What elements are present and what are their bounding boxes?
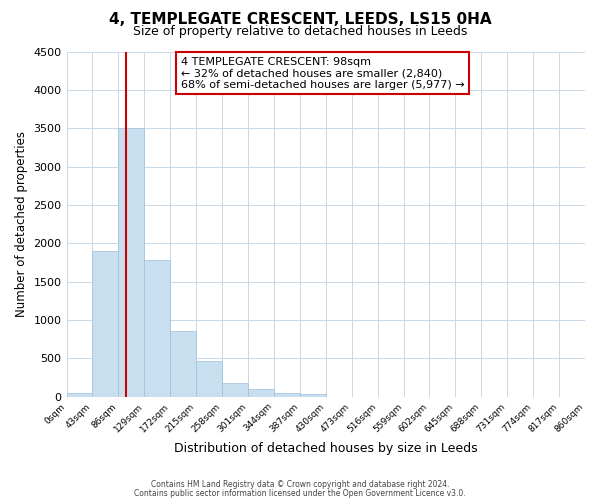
Bar: [145, 260, 170, 396]
Bar: [170, 330, 196, 396]
X-axis label: Distribution of detached houses by size in Leeds: Distribution of detached houses by size …: [174, 442, 478, 455]
Bar: [196, 362, 222, 396]
Bar: [118, 128, 145, 396]
Bar: [274, 392, 300, 396]
Bar: [300, 394, 326, 396]
Text: 4 TEMPLEGATE CRESCENT: 98sqm
← 32% of detached houses are smaller (2,840)
68% of: 4 TEMPLEGATE CRESCENT: 98sqm ← 32% of de…: [181, 56, 464, 90]
Bar: [248, 390, 274, 396]
Text: 4, TEMPLEGATE CRESCENT, LEEDS, LS15 0HA: 4, TEMPLEGATE CRESCENT, LEEDS, LS15 0HA: [109, 12, 491, 28]
Bar: [222, 382, 248, 396]
Y-axis label: Number of detached properties: Number of detached properties: [15, 131, 28, 317]
Text: Size of property relative to detached houses in Leeds: Size of property relative to detached ho…: [133, 25, 467, 38]
Bar: [92, 251, 118, 396]
Text: Contains HM Land Registry data © Crown copyright and database right 2024.: Contains HM Land Registry data © Crown c…: [151, 480, 449, 489]
Text: Contains public sector information licensed under the Open Government Licence v3: Contains public sector information licen…: [134, 488, 466, 498]
Bar: [67, 393, 92, 396]
